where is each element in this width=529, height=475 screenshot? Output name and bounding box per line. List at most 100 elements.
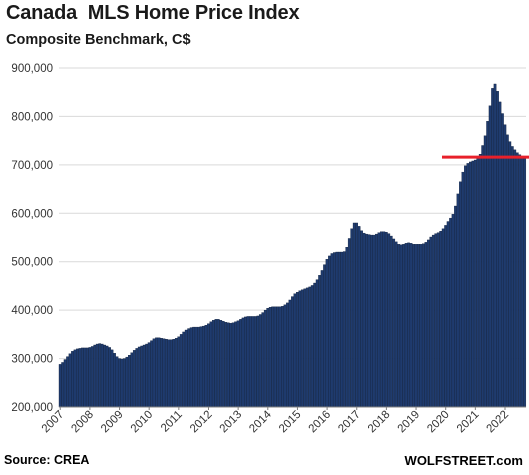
bar — [377, 232, 381, 408]
bar — [315, 279, 319, 408]
bar — [120, 358, 124, 408]
bar — [256, 315, 260, 408]
x-tick-label: 2009 — [99, 409, 126, 436]
bar — [251, 316, 255, 408]
bar — [189, 327, 193, 408]
bar — [328, 255, 331, 408]
bar — [199, 326, 203, 408]
bar — [357, 226, 361, 408]
bar — [234, 321, 237, 408]
y-tick-label: 300,000 — [11, 354, 53, 366]
bar — [81, 347, 84, 408]
bar — [451, 214, 455, 408]
bar — [239, 319, 242, 408]
bar — [71, 351, 74, 408]
bar — [261, 312, 265, 408]
bar — [226, 322, 230, 408]
bar — [83, 347, 87, 408]
bar — [165, 339, 168, 408]
bar — [273, 306, 277, 408]
bar — [510, 146, 514, 408]
bar — [268, 307, 272, 408]
x-tick-label: 2013 — [218, 409, 245, 436]
bar — [221, 321, 225, 408]
bar — [68, 353, 72, 408]
x-tick-label: 2018 — [366, 409, 393, 436]
bar — [123, 358, 126, 408]
bar — [108, 347, 111, 408]
bar — [291, 296, 294, 408]
bar — [86, 347, 89, 408]
bar — [177, 336, 181, 408]
bar — [523, 157, 527, 408]
bar — [392, 238, 396, 408]
bar — [419, 244, 423, 408]
bar — [476, 157, 480, 408]
bar — [459, 181, 462, 408]
bar — [441, 228, 445, 408]
bar — [288, 299, 292, 408]
bar — [338, 251, 341, 408]
bar — [162, 338, 166, 408]
bar — [367, 234, 371, 408]
bar — [503, 124, 507, 408]
bar — [515, 152, 519, 408]
bar — [347, 238, 351, 408]
bar — [325, 259, 329, 408]
bar — [249, 316, 252, 408]
bar — [486, 121, 489, 408]
bar — [333, 252, 336, 408]
bar — [431, 234, 435, 408]
bar — [229, 323, 232, 408]
x-tick-label: 2022 — [485, 409, 512, 436]
bar — [66, 356, 69, 408]
bar — [481, 145, 485, 408]
bar — [258, 314, 262, 408]
bar — [293, 293, 297, 408]
bar — [231, 322, 235, 408]
bar — [224, 322, 228, 408]
bar — [335, 251, 339, 408]
bar — [145, 343, 148, 408]
bar — [105, 345, 109, 408]
bar — [397, 244, 401, 408]
bar — [207, 323, 210, 408]
bar — [263, 309, 267, 408]
bar — [118, 358, 121, 408]
bar — [387, 233, 391, 408]
bar — [394, 241, 398, 408]
bar — [170, 339, 173, 408]
bar — [493, 83, 497, 408]
bar — [471, 160, 475, 408]
bar — [137, 346, 141, 408]
source-note: Source: CREA — [4, 453, 90, 467]
bar — [422, 243, 425, 408]
chart-title: Canada MLS Home Price Index — [6, 2, 300, 24]
bar — [320, 270, 324, 408]
bar — [318, 275, 321, 408]
bar — [95, 343, 99, 408]
x-tick-label: 2020 — [425, 409, 452, 436]
bar — [513, 149, 517, 408]
bar — [355, 222, 359, 408]
bar — [128, 355, 131, 408]
bar — [402, 244, 405, 408]
bar — [140, 345, 144, 408]
bar — [135, 348, 139, 408]
x-tick-label: 2014 — [247, 408, 274, 435]
x-tick-label: 2010 — [129, 409, 156, 436]
bar — [310, 285, 314, 408]
bar — [409, 243, 413, 408]
bar — [113, 353, 116, 408]
bar — [214, 319, 218, 408]
bar — [370, 234, 373, 408]
bar — [491, 88, 494, 408]
bar — [125, 356, 129, 408]
bar — [330, 253, 334, 408]
bar — [78, 348, 82, 408]
bar — [266, 308, 270, 408]
bar — [219, 320, 223, 408]
bar — [345, 247, 349, 408]
chart-subtitle: Composite Benchmark, C$ — [6, 32, 191, 48]
